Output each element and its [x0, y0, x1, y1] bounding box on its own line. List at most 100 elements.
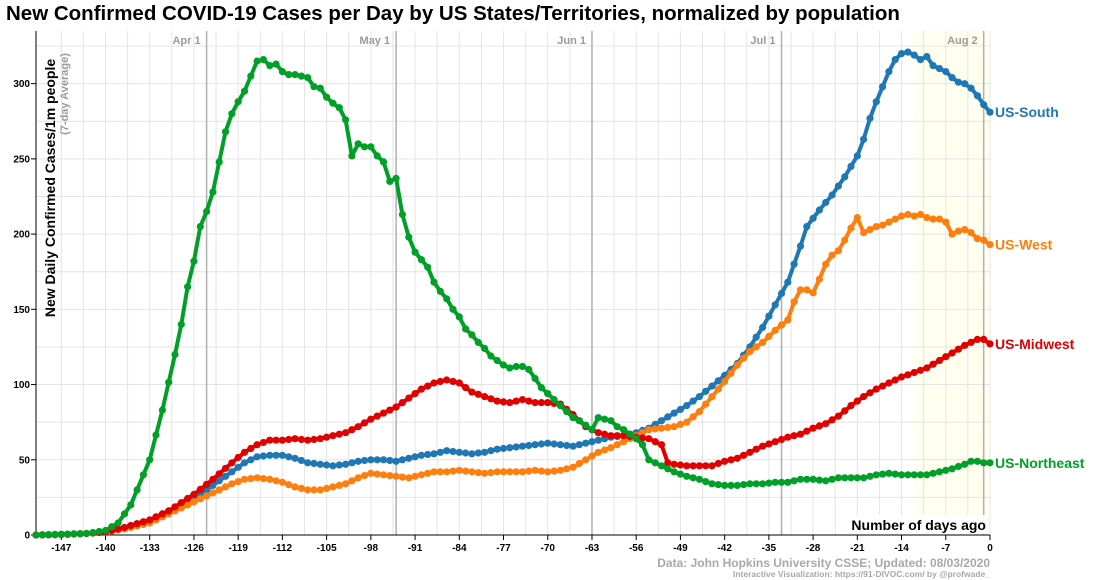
data-point-us-northeast [89, 528, 97, 537]
data-point-us-west [209, 489, 217, 497]
data-point-us-south [424, 450, 432, 459]
data-point-us-midwest [329, 432, 337, 440]
data-point-us-west [228, 480, 236, 488]
data-point-us-midwest [304, 436, 312, 444]
data-point-us-northeast [923, 471, 931, 479]
data-point-us-midwest [259, 438, 267, 447]
data-point-us-south [436, 448, 444, 456]
data-point-us-midwest [904, 371, 912, 379]
data-point-us-west [657, 424, 666, 432]
data-point-us-midwest [493, 397, 501, 405]
data-point-us-northeast [872, 471, 880, 479]
data-point-us-west [411, 472, 419, 480]
series-label-us-northeast: US-Northeast [995, 455, 1085, 471]
data-point-us-midwest [537, 399, 546, 407]
data-point-us-northeast [487, 352, 495, 360]
data-point-us-midwest [891, 376, 899, 384]
data-point-us-northeast [664, 465, 672, 473]
data-point-us-south [777, 289, 786, 298]
data-point-us-northeast [588, 426, 596, 434]
data-point-us-northeast [746, 480, 754, 488]
data-point-us-midwest [638, 434, 647, 442]
data-point-us-midwest [335, 430, 343, 438]
data-point-us-midwest [247, 444, 255, 453]
data-point-us-northeast [879, 470, 887, 478]
data-point-us-west [512, 468, 520, 476]
data-point-us-south [266, 451, 274, 459]
data-point-us-west [348, 477, 356, 485]
data-point-us-northeast [740, 481, 748, 489]
data-point-us-northeast [411, 248, 419, 256]
data-point-us-northeast [285, 71, 293, 79]
data-point-us-south [910, 51, 918, 59]
data-point-us-midwest [935, 356, 944, 365]
data-point-us-west [291, 483, 299, 491]
data-point-us-midwest [133, 520, 141, 528]
data-point-us-west [796, 286, 805, 294]
data-point-us-northeast [986, 459, 994, 467]
data-point-us-west [247, 475, 255, 483]
data-point-us-northeast [885, 469, 893, 477]
data-point-us-northeast [253, 57, 261, 65]
data-point-us-northeast [499, 361, 508, 369]
data-point-us-midwest [184, 494, 192, 503]
data-point-us-west [253, 474, 261, 482]
data-point-us-west [392, 472, 400, 480]
y-axis-label: New Daily Confirmed Cases/1m people [42, 59, 58, 318]
data-point-us-northeast [82, 529, 91, 538]
data-point-us-west [531, 466, 539, 474]
data-point-us-west [487, 469, 495, 477]
x-tick-label: 0 [987, 543, 993, 554]
data-point-us-south [771, 301, 779, 309]
data-point-us-south [822, 198, 830, 207]
data-point-us-south [386, 456, 394, 465]
data-point-us-northeast [948, 465, 956, 473]
data-point-us-south [834, 182, 843, 190]
data-point-us-south [986, 108, 994, 116]
data-point-us-south [234, 463, 242, 471]
data-point-us-south [329, 462, 337, 470]
data-point-us-midwest [702, 462, 710, 470]
data-point-us-south [588, 438, 596, 446]
x-tick-label: -14 [894, 543, 909, 554]
data-point-us-south [759, 323, 767, 331]
data-point-us-south [866, 114, 874, 122]
data-point-us-northeast [120, 510, 129, 518]
data-point-us-west [272, 477, 280, 485]
data-point-us-west [967, 229, 975, 237]
data-point-us-northeast [133, 486, 141, 494]
data-point-us-west [203, 492, 211, 500]
data-point-us-south [518, 442, 527, 450]
data-point-us-west [607, 444, 615, 452]
data-point-us-midwest [727, 456, 735, 464]
data-point-us-south [272, 451, 280, 459]
data-point-us-midwest [316, 435, 324, 443]
data-point-us-northeast [803, 475, 811, 483]
data-point-us-west [923, 214, 931, 222]
data-point-us-midwest [714, 459, 722, 468]
data-point-us-midwest [841, 407, 849, 415]
data-point-us-midwest [657, 441, 666, 449]
data-point-us-west [916, 210, 925, 219]
data-point-us-midwest [177, 499, 185, 507]
data-point-us-west [575, 459, 583, 468]
x-tick-label: -112 [273, 543, 293, 554]
data-point-us-south [367, 456, 375, 464]
month-marker-label: Apr 1 [172, 35, 200, 47]
data-point-us-west [746, 347, 754, 356]
data-point-us-northeast [980, 459, 988, 467]
data-point-us-west [803, 286, 811, 294]
data-point-us-midwest [139, 518, 147, 526]
data-point-us-midwest [398, 399, 406, 407]
data-point-us-midwest [430, 379, 438, 387]
data-point-us-south [954, 78, 963, 86]
data-point-us-west [872, 223, 880, 231]
y-tick-label: 0 [24, 531, 30, 542]
data-point-us-south [923, 53, 931, 61]
data-point-us-northeast [777, 478, 786, 486]
data-point-us-midwest [771, 438, 779, 446]
x-axis-label: Number of days ago [851, 517, 986, 533]
data-point-us-south [209, 481, 217, 489]
data-point-us-midwest [879, 382, 887, 390]
data-point-us-south [828, 191, 836, 199]
